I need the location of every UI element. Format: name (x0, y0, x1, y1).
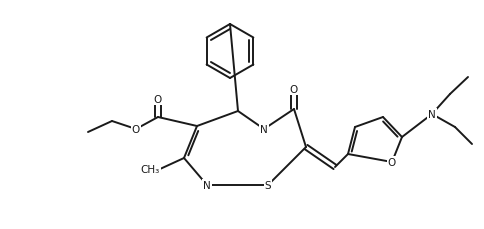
Text: N: N (259, 124, 267, 134)
Text: N: N (427, 109, 435, 120)
Text: CH₃: CH₃ (140, 164, 160, 174)
Text: O: O (132, 124, 140, 134)
Text: O: O (387, 157, 395, 167)
Text: O: O (153, 95, 162, 105)
Text: N: N (203, 180, 211, 190)
Text: O: O (289, 85, 298, 95)
Text: S: S (264, 180, 271, 190)
